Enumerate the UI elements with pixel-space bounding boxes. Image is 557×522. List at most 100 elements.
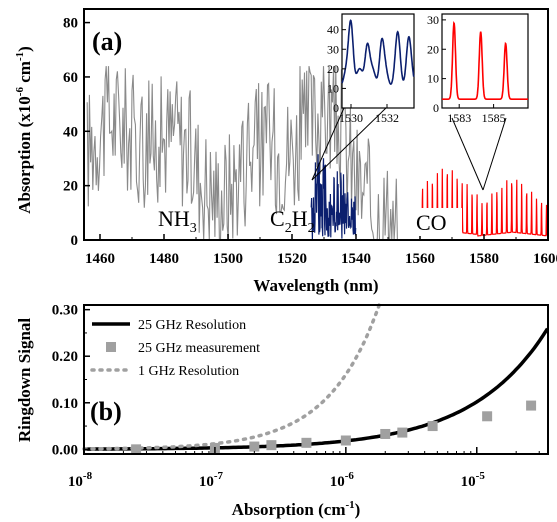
measurement-point — [266, 440, 277, 451]
inset-x-tick-label: 1585 — [482, 111, 506, 125]
panel-b-y-ticks: 0.00 0.10 0.20 0.30 — [52, 303, 90, 458]
panel-b-x-ticks: 10-8 10-7 10-6 10-5 — [68, 447, 540, 490]
panel-a-label: (a) — [92, 27, 122, 56]
c2h2-sub1: 2 — [285, 221, 292, 236]
inset-y-tick-label: 20 — [327, 62, 339, 76]
y-label-main: Absorption (x10 — [15, 96, 34, 214]
x-tick-label: 1560 — [405, 251, 435, 267]
x-tick-label: 1500 — [213, 251, 243, 267]
tick-mantissa: 10 — [199, 474, 214, 490]
y-tick-label: 0.30 — [52, 303, 78, 319]
inset-y-tick-label: 0 — [333, 101, 339, 115]
zoom-connector-line — [482, 117, 507, 191]
tick-mantissa: 10 — [461, 474, 476, 490]
inset-y-tick-label: 20 — [427, 42, 439, 56]
inset-series — [442, 20, 528, 100]
tick-exponent: -5 — [476, 470, 486, 482]
y-tick-label: 40 — [63, 124, 78, 140]
panel-b-x-axis-label: Absorption (cm-1) — [232, 499, 361, 519]
legend-label: 25 GHz measurement — [138, 341, 260, 356]
x-tick-label: 1580 — [469, 251, 499, 267]
measurement-point — [301, 437, 312, 448]
inset-co: 0 10 20 30 1583 1585 — [427, 13, 529, 125]
x-tick-label: 10-5 — [461, 470, 486, 490]
tick-exponent: -6 — [345, 470, 355, 482]
measurement-point — [131, 444, 142, 455]
inset-y-tick-label: 10 — [427, 72, 439, 86]
panel-b-label: (b) — [90, 397, 122, 426]
series-nh3 — [86, 66, 398, 241]
series-25ghz-resolution — [84, 327, 549, 451]
y-tick-label: 0 — [71, 233, 79, 249]
x-tick-label: 1520 — [277, 251, 307, 267]
inset-y-tick-label: 0 — [433, 101, 439, 115]
c2h2-h: H — [292, 206, 308, 231]
measurement-point — [249, 441, 260, 452]
inset-series — [341, 19, 415, 86]
y-label-unit-exponent: -1 — [14, 52, 26, 61]
x-tick-label: 1540 — [341, 251, 371, 267]
nh3-sub: 3 — [190, 221, 197, 236]
x-label-exponent: -1 — [345, 499, 354, 511]
y-label-close: ) — [15, 46, 34, 52]
measurement-point — [380, 428, 391, 439]
panel-b-y-axis-label: Ringdown Signal — [15, 318, 34, 443]
measurement-point — [397, 427, 408, 438]
y-label-exponent: -6 — [14, 87, 26, 97]
x-label-close: ) — [355, 500, 361, 519]
molecule-label-c2h2: C2H2 — [270, 206, 315, 236]
measurement-point — [427, 421, 438, 432]
inset-y-tick-label: 30 — [327, 42, 339, 56]
y-label-unit: cm — [15, 61, 34, 87]
panel-b: 10-8 10-7 10-6 10-5 0.000.100.200.30 (b) Ab… — [15, 301, 549, 519]
tick-exponent: -7 — [214, 470, 224, 482]
measurement-point — [526, 400, 537, 411]
measurement-point — [340, 435, 351, 446]
legend-label: 25 GHz Resolution — [138, 318, 246, 333]
panel-a-y-ticks: 0 20 40 60 80 — [63, 16, 90, 249]
panel-b-legend: 25 GHz Resolution 25 GHz measurement 1 GHz… — [90, 318, 260, 379]
tick-exponent: -8 — [83, 470, 93, 482]
panel-a-frame — [83, 8, 549, 241]
inset-y-tick-label: 30 — [427, 13, 439, 27]
molecule-label-nh3: NH3 — [158, 206, 197, 236]
panel-a-y-axis-label: Absorption (x10-6 cm-1) — [14, 46, 34, 214]
zoom-connector-line — [451, 117, 484, 191]
x-tick-label: 10-6 — [330, 470, 355, 490]
panel-a-x-axis-label: Wavelength (nm) — [253, 276, 378, 295]
y-tick-label: 80 — [63, 16, 78, 32]
inset-x-tick-label: 1532 — [375, 111, 399, 125]
inset-c2h2: 0 10 20 30 40 1530 1532 — [327, 13, 415, 125]
y-tick-label: 20 — [63, 179, 78, 195]
zoom-connector-line — [311, 107, 387, 181]
legend-label: 1 GHz Resolution — [138, 364, 239, 379]
x-label-main: Absorption (cm — [232, 500, 346, 519]
nh3-main: NH — [158, 206, 190, 231]
inset-frame — [341, 13, 415, 109]
inset-connectors — [311, 107, 507, 191]
molecule-label-co: CO — [416, 210, 447, 235]
inset-y-tick-label: 10 — [327, 81, 339, 95]
inset-x-tick-label: 1583 — [447, 111, 471, 125]
x-tick-label: 10-7 — [199, 470, 224, 490]
x-tick-label: 1480 — [149, 251, 179, 267]
c2h2-c: C — [270, 206, 285, 231]
inset-y-tick-label: 40 — [327, 23, 339, 37]
zoom-connector-line — [311, 107, 345, 181]
y-tick-label: 0.10 — [52, 396, 78, 412]
legend-swatch-marker — [106, 342, 116, 352]
c2h2-sub2: 2 — [308, 221, 315, 236]
y-tick-label: 0.20 — [52, 349, 78, 365]
tick-mantissa: 10 — [68, 474, 83, 490]
tick-mantissa: 10 — [330, 474, 345, 490]
y-tick-label: 60 — [63, 70, 78, 86]
x-tick-label: 10-8 — [68, 470, 93, 490]
inset-x-tick-label: 1530 — [339, 111, 363, 125]
series-c2h2 — [310, 154, 357, 240]
co-label-background — [414, 208, 462, 236]
y-tick-label: 0.00 — [52, 442, 78, 458]
